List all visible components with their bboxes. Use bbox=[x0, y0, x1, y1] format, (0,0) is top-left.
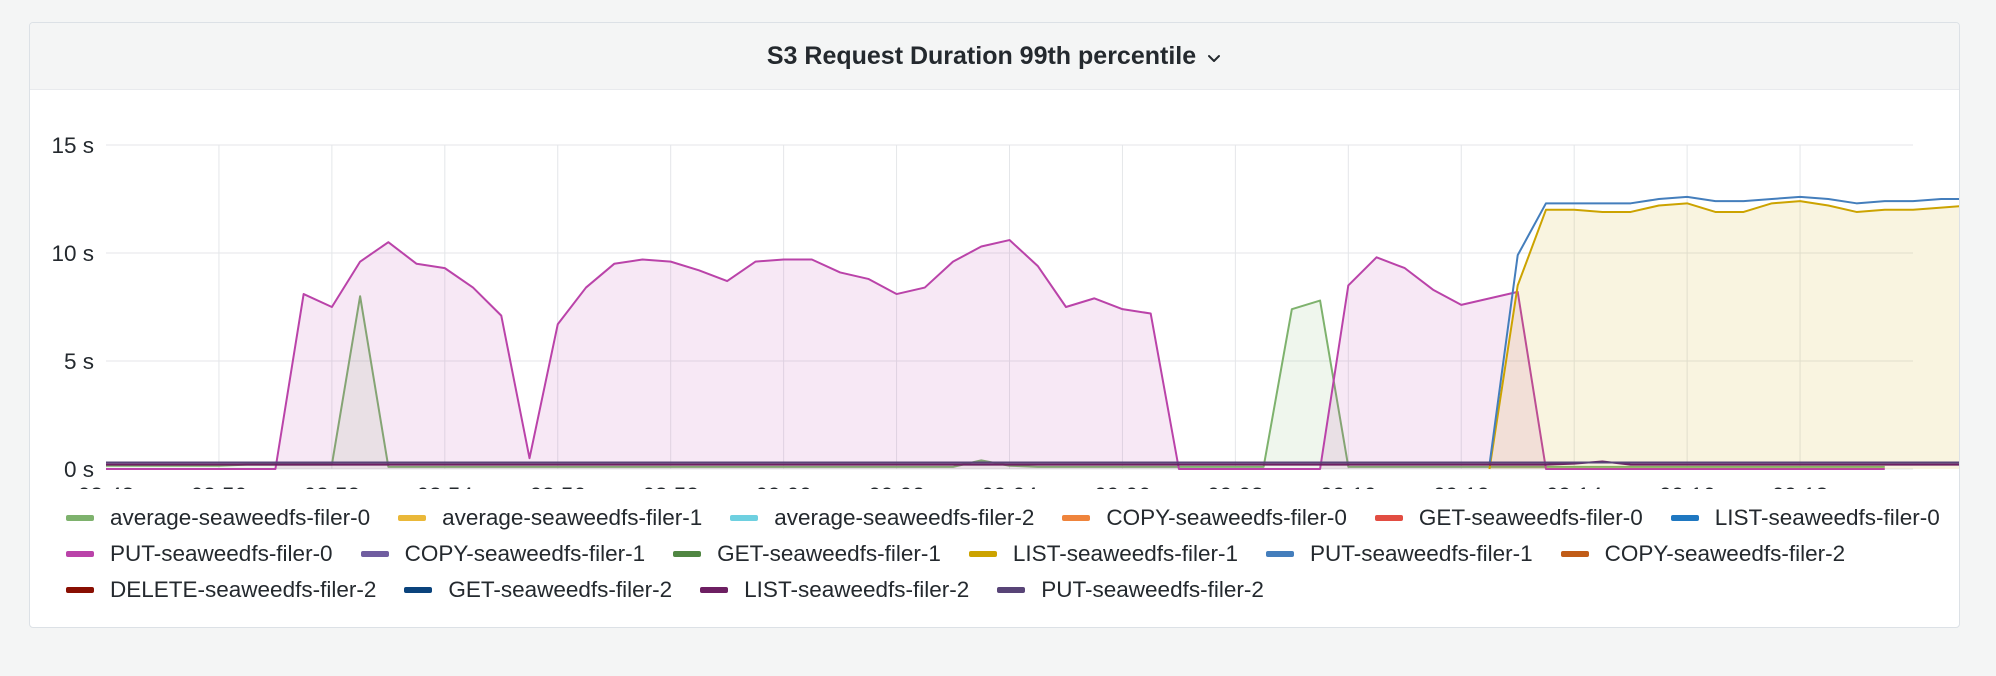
legend-item[interactable]: GET-seaweedfs-filer-1 bbox=[673, 539, 941, 569]
legend-swatch bbox=[1670, 515, 1699, 521]
x-tick-label: 09:16 bbox=[1659, 483, 1715, 489]
y-tick-label: 0 s bbox=[64, 457, 94, 482]
legend-swatch bbox=[1560, 551, 1589, 557]
legend-item[interactable]: LIST-seaweedfs-filer-2 bbox=[700, 575, 969, 605]
legend-item[interactable]: DELETE-seaweedfs-filer-2 bbox=[66, 575, 376, 605]
legend-item[interactable]: average-seaweedfs-filer-2 bbox=[730, 503, 1034, 533]
legend-item[interactable]: PUT-seaweedfs-filer-1 bbox=[1266, 539, 1533, 569]
legend-label: PUT-seaweedfs-filer-0 bbox=[110, 541, 333, 566]
legend-item[interactable]: PUT-seaweedfs-filer-0 bbox=[66, 539, 333, 569]
legend-swatch bbox=[1266, 551, 1295, 557]
panel-title: S3 Request Duration 99th percentile bbox=[766, 41, 1197, 70]
legend-item[interactable]: LIST-seaweedfs-filer-0 bbox=[1670, 503, 1940, 533]
x-tick-label: 08:54 bbox=[417, 483, 473, 489]
panel-header[interactable]: S3 Request Duration 99th percentile bbox=[30, 23, 1959, 90]
list-seaweedfs-filer-2-line[interactable] bbox=[106, 460, 1959, 466]
legend-swatch bbox=[1062, 515, 1091, 521]
legend-label: GET-seaweedfs-filer-1 bbox=[717, 541, 941, 566]
legend-label: COPY-seaweedfs-filer-0 bbox=[1106, 505, 1347, 530]
x-tick-label: 08:58 bbox=[643, 483, 699, 489]
x-tick-label: 09:14 bbox=[1546, 483, 1602, 489]
legend-item[interactable]: average-seaweedfs-filer-0 bbox=[66, 503, 370, 533]
legend-label: COPY-seaweedfs-filer-1 bbox=[404, 541, 646, 566]
legend-label: PUT-seaweedfs-filer-1 bbox=[1310, 541, 1533, 566]
chart-plot[interactable]: 0 s 5 s 10 s 15 s 08:48 08:50 08:52 08:54 08:56 0… bbox=[30, 89, 1959, 489]
legend-swatch bbox=[404, 587, 433, 593]
legend-label: LIST-seaweedfs-filer-0 bbox=[1714, 505, 1940, 530]
x-tick-label: 09:10 bbox=[1320, 483, 1376, 489]
legend-swatch bbox=[398, 515, 427, 521]
legend-swatch bbox=[360, 551, 389, 557]
x-tick-label: 09:04 bbox=[981, 483, 1037, 489]
legend-swatch bbox=[730, 515, 759, 521]
list-seaweedfs-filer-1-line[interactable] bbox=[1488, 200, 1959, 470]
legend-label: GET-seaweedfs-filer-0 bbox=[1418, 505, 1643, 530]
legend-swatch bbox=[66, 551, 94, 557]
legend-item[interactable]: COPY-seaweedfs-filer-1 bbox=[360, 539, 646, 569]
y-tick-label: 10 s bbox=[51, 241, 94, 266]
x-tick-label: 09:12 bbox=[1433, 483, 1489, 489]
legend-item[interactable]: GET-seaweedfs-filer-0 bbox=[1374, 503, 1643, 533]
chart-panel: S3 Request Duration 99th percentile 0 s 5… bbox=[29, 22, 1960, 628]
legend-swatch bbox=[997, 587, 1026, 593]
legend-item[interactable]: COPY-seaweedfs-filer-0 bbox=[1062, 503, 1347, 533]
legend-swatch bbox=[700, 587, 729, 593]
x-tick-label: 09:06 bbox=[1094, 483, 1150, 489]
legend-swatch bbox=[968, 551, 997, 557]
x-tick-label: 08:56 bbox=[530, 483, 586, 489]
legend-label: DELETE-seaweedfs-filer-2 bbox=[110, 577, 377, 602]
list-seaweedfs-filer-1-area bbox=[1489, 201, 1959, 469]
y-tick-label: 15 s bbox=[51, 133, 94, 158]
legend-item[interactable]: LIST-seaweedfs-filer-1 bbox=[968, 539, 1239, 569]
legend-item[interactable]: PUT-seaweedfs-filer-2 bbox=[997, 575, 1264, 605]
legend: average-seaweedfs-filer-0 average-seaweed… bbox=[66, 503, 1946, 605]
legend-swatch bbox=[673, 551, 702, 557]
grid-lines bbox=[106, 144, 1913, 470]
legend-label: GET-seaweedfs-filer-2 bbox=[448, 577, 673, 602]
legend-swatch bbox=[66, 587, 94, 593]
x-tick-label: 09:00 bbox=[755, 483, 811, 489]
legend-label: LIST-seaweedfs-filer-1 bbox=[1012, 541, 1239, 566]
x-tick-label: 08:48 bbox=[78, 483, 134, 489]
chevron-down-icon[interactable] bbox=[1206, 50, 1222, 66]
put-seaweedfs-filer-0-area bbox=[106, 240, 1885, 469]
legend-label: average-seaweedfs-filer-0 bbox=[110, 505, 371, 530]
series-layer bbox=[106, 195, 1959, 470]
legend-swatch bbox=[66, 515, 94, 521]
axis-labels: 0 s 5 s 10 s 15 s 08:48 08:50 08:52 08:54 08:56 0… bbox=[51, 133, 1828, 489]
legend-label: LIST-seaweedfs-filer-2 bbox=[744, 577, 970, 602]
legend-label: PUT-seaweedfs-filer-2 bbox=[1041, 577, 1264, 602]
legend-label: average-seaweedfs-filer-2 bbox=[774, 505, 1035, 530]
put-seaweedfs-filer-1-line[interactable] bbox=[1488, 195, 1959, 465]
x-tick-label: 08:50 bbox=[191, 483, 247, 489]
x-tick-label: 09:18 bbox=[1772, 483, 1828, 489]
x-tick-label: 08:52 bbox=[304, 483, 360, 489]
put-seaweedfs-filer-0-line[interactable] bbox=[106, 239, 1885, 470]
x-tick-label: 09:08 bbox=[1207, 483, 1263, 489]
x-tick-label: 09:02 bbox=[868, 483, 924, 489]
legend-item[interactable]: COPY-seaweedfs-filer-2 bbox=[1560, 539, 1846, 569]
legend-swatch bbox=[1374, 515, 1403, 521]
legend-item[interactable]: average-seaweedfs-filer-1 bbox=[398, 503, 702, 533]
legend-label: COPY-seaweedfs-filer-2 bbox=[1604, 541, 1846, 566]
legend-label: average-seaweedfs-filer-1 bbox=[442, 505, 703, 530]
legend-item[interactable]: GET-seaweedfs-filer-2 bbox=[404, 575, 672, 605]
y-tick-label: 5 s bbox=[64, 349, 94, 374]
